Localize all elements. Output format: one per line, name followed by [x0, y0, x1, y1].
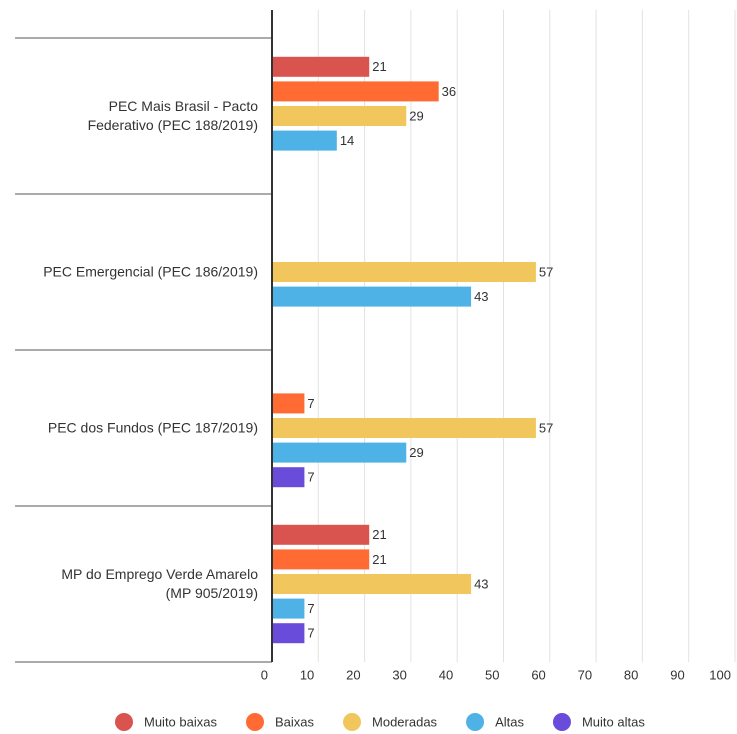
bar [272, 106, 407, 126]
data-label: 57 [539, 264, 553, 279]
x-tick-label: 70 [578, 667, 592, 682]
bar [272, 56, 370, 77]
legend-label: Altas [495, 714, 524, 729]
bar [272, 467, 305, 488]
data-label: 43 [474, 576, 488, 591]
y-tick-label: MP do Emprego Verde Amarelo (MP 905/2019… [61, 566, 258, 601]
x-tick-label: 100 [709, 667, 731, 682]
legend-swatch [552, 713, 571, 731]
bar [272, 574, 472, 594]
data-label: 43 [474, 289, 488, 304]
legend-swatch [466, 713, 485, 731]
bar [272, 623, 305, 644]
legend-swatch [115, 713, 133, 731]
legend-label: Muito baixas [144, 714, 217, 729]
x-tick-label: 0 [261, 667, 268, 682]
x-tick-label: 10 [300, 667, 314, 682]
bar [272, 598, 305, 619]
x-tick-label: 20 [346, 667, 360, 682]
legend-label: Muito altas [582, 714, 645, 729]
bar [272, 549, 370, 570]
x-tick-label: 80 [624, 667, 638, 682]
y-tick-label: PEC Mais Brasil - Pacto Federativo (PEC … [87, 98, 258, 133]
bar [272, 262, 536, 282]
data-label: 57 [539, 420, 553, 435]
y-tick-label: PEC Emergencial (PEC 186/2019) [43, 263, 258, 280]
bar [272, 524, 370, 545]
data-label: 14 [340, 133, 354, 148]
data-label: 29 [409, 108, 423, 123]
data-label: 21 [372, 552, 386, 567]
data-label: 7 [307, 626, 314, 641]
data-label: 21 [372, 527, 386, 542]
bar [272, 393, 305, 414]
data-label: 21 [372, 59, 386, 74]
bar [272, 286, 472, 307]
bar [272, 81, 439, 102]
x-tick-label: 30 [392, 667, 406, 682]
legend-swatch [245, 713, 264, 731]
bar [272, 442, 407, 463]
x-tick-label: 60 [531, 667, 545, 682]
data-label: 29 [409, 445, 423, 460]
y-tick-label: PEC dos Fundos (PEC 187/2019) [47, 419, 258, 436]
x-tick-label: 40 [439, 667, 453, 682]
x-tick-label: 90 [670, 667, 684, 682]
data-label: 7 [307, 470, 314, 485]
data-label: 7 [307, 396, 314, 411]
legend-swatch [343, 713, 362, 731]
data-label: 36 [442, 84, 456, 99]
bar [272, 418, 536, 438]
x-tick-label: 50 [485, 667, 499, 682]
legend-label: Moderadas [372, 714, 438, 729]
bar [272, 130, 337, 151]
data-label: 7 [307, 601, 314, 616]
legend-label: Baixas [275, 714, 315, 729]
